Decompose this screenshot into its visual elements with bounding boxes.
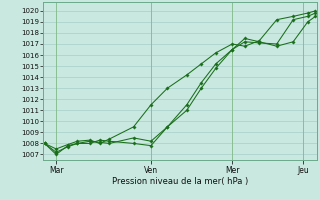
X-axis label: Pression niveau de la mer( hPa ): Pression niveau de la mer( hPa )	[112, 177, 248, 186]
